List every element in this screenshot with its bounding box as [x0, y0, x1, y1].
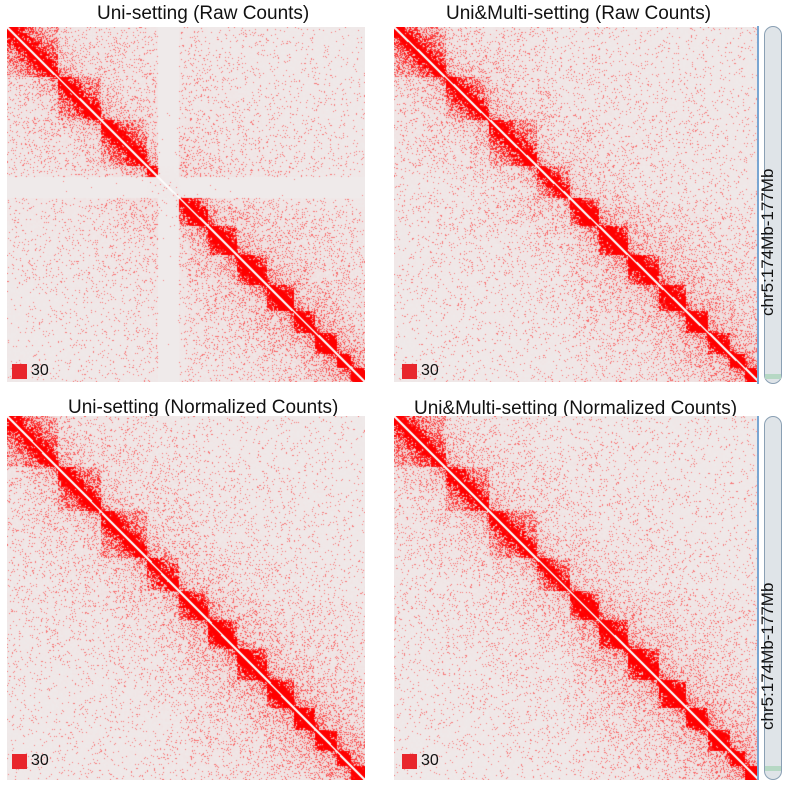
- legend-swatch: [402, 363, 417, 379]
- contact-heatmap: [394, 416, 759, 780]
- contact-heatmap: [7, 416, 365, 780]
- panel-title: Uni&Multi-setting (Raw Counts): [446, 3, 712, 24]
- chromosome-track-top: chr5:174Mb-177Mb: [757, 26, 782, 384]
- track-end-marker: [765, 766, 781, 771]
- legend-swatch: [402, 753, 417, 769]
- chromosome-ideogram: [764, 26, 782, 384]
- legend-max-value: 30: [31, 752, 49, 769]
- legend-swatch: [12, 753, 27, 769]
- legend-max-value: 30: [421, 752, 439, 769]
- color-scale-legend: 30: [12, 752, 49, 770]
- panel-title: Uni&Multi-setting (Normalized Counts): [414, 398, 738, 419]
- panel-title: Uni-setting (Raw Counts): [97, 3, 310, 24]
- color-scale-legend: 30: [402, 362, 439, 380]
- track-guide-line: [757, 416, 759, 780]
- legend-max-value: 30: [31, 362, 49, 379]
- panel-title: Uni-setting (Normalized Counts): [68, 397, 339, 418]
- legend-max-value: 30: [421, 362, 439, 379]
- region-label: chr5:174Mb-177Mb: [758, 582, 777, 730]
- track-end-marker: [765, 374, 781, 379]
- chromosome-track-bottom: chr5:174Mb-177Mb: [757, 416, 782, 780]
- track-guide-line: [757, 26, 759, 384]
- legend-swatch: [12, 363, 27, 379]
- region-label: chr5:174Mb-177Mb: [758, 168, 777, 316]
- contact-heatmap: [394, 27, 759, 382]
- color-scale-legend: 30: [402, 752, 439, 770]
- color-scale-legend: 30: [12, 362, 49, 380]
- contact-heatmap: [7, 27, 365, 382]
- chromosome-ideogram: [764, 416, 782, 780]
